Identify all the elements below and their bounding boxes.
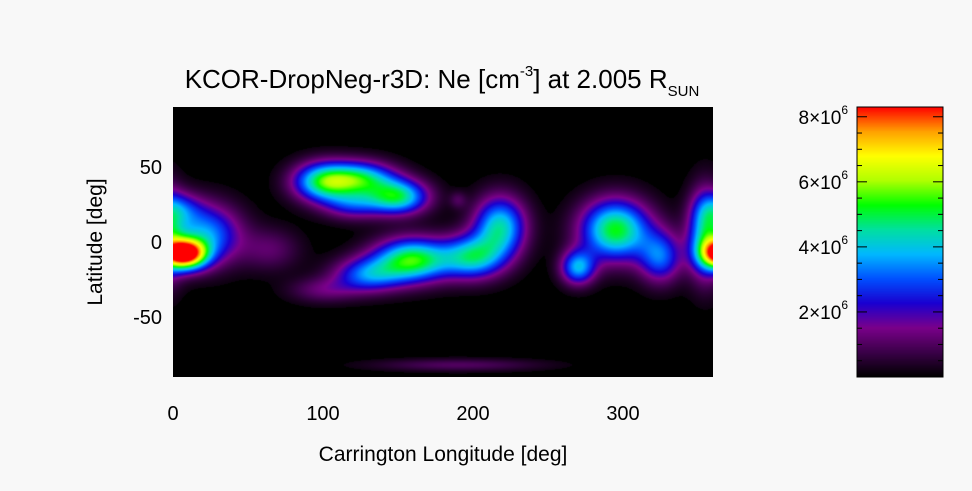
x-tick-label: 0: [167, 403, 178, 425]
colorbar-frame: [856, 106, 944, 378]
chart-title: KCOR-DropNeg-r3D: Ne [cm-3] at 2.005 RSU…: [185, 63, 700, 100]
colorbar-ticks: 2×106 4×106 6×106 8×106: [799, 103, 943, 324]
x-axis-ticks: 0 100 200 300: [167, 403, 639, 425]
chart-title-superscript: -3: [520, 63, 533, 80]
heatmap-image: [173, 107, 713, 377]
colorbar-minor-ticks: [857, 132, 943, 362]
y-tick-label: 0: [151, 232, 162, 254]
colorbar-tick-label: 8×106: [799, 103, 849, 129]
chart-title-main: KCOR-DropNeg-r3D: Ne [cm: [185, 64, 520, 94]
colorbar-gradient: [857, 107, 943, 377]
colorbar-tick-label: 6×106: [799, 168, 849, 194]
heatmap-image-container: [173, 107, 713, 377]
chart-title-middle: ] at 2.005 R: [533, 64, 667, 94]
colorbar-tick-label: 2×106: [799, 298, 849, 324]
y-axis-label: Latitude [deg]: [84, 178, 107, 305]
plot-area: [173, 107, 713, 377]
y-tick-label: 50: [140, 157, 162, 179]
chart-title-subscript: SUN: [668, 83, 700, 100]
y-axis-ticks: 50 0 -50: [133, 157, 162, 329]
colorbar: 2×106 4×106 6×106 8×106: [799, 103, 944, 378]
x-tick-label: 300: [606, 403, 639, 425]
x-axis-label: Carrington Longitude [deg]: [319, 443, 568, 466]
x-tick-label: 100: [306, 403, 339, 425]
y-tick-label: -50: [133, 307, 162, 329]
colorbar-tick-label: 4×106: [799, 233, 849, 259]
x-tick-label: 200: [456, 403, 489, 425]
colorbar-gradient-container: [857, 107, 943, 377]
